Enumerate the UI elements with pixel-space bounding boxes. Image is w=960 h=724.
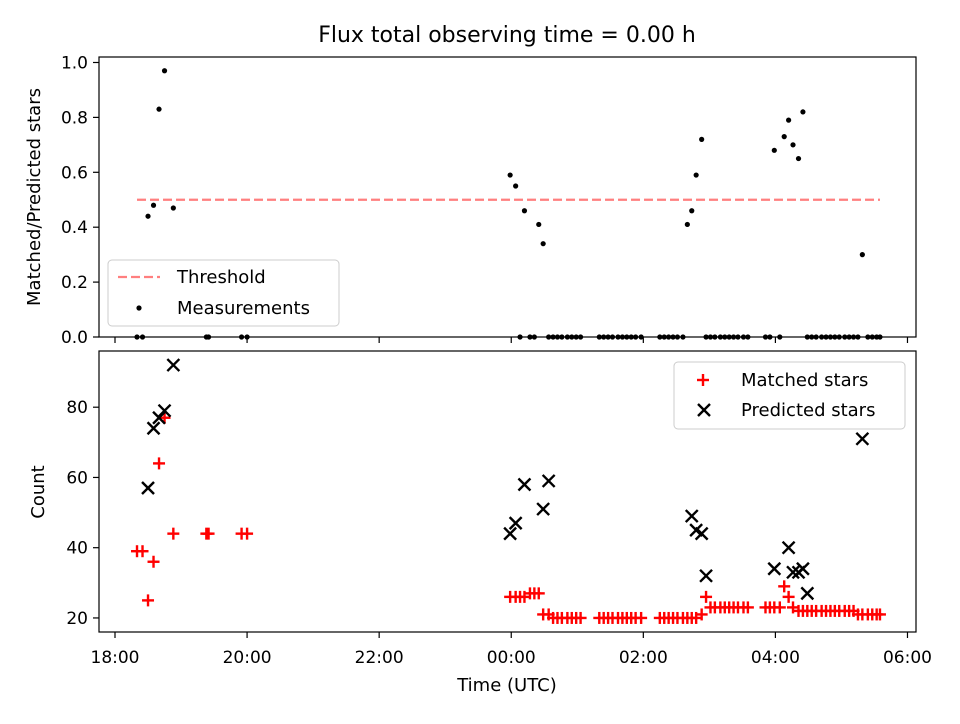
predicted-star-point bbox=[694, 526, 709, 541]
measurement-point bbox=[156, 106, 162, 112]
predicted-star-point bbox=[796, 561, 810, 576]
matched-star-point bbox=[574, 611, 587, 624]
bottom-y-tick-label: 20 bbox=[66, 609, 88, 629]
top-legend-frame bbox=[107, 259, 340, 327]
bottom-panel: 20 40 60 80 18:00 20:00 22:00 00:00 02:00 04:00 0… bbox=[28, 350, 932, 696]
measurement-point bbox=[795, 155, 802, 162]
top-legend-threshold-label: Threshold bbox=[176, 267, 266, 288]
measurement-point bbox=[693, 172, 699, 178]
bottom-x-tick-label: 04:00 bbox=[751, 648, 800, 668]
top-panel: 0.0 0.2 0.4 0.6 0.8 1.0 Matched/Predicted sta… bbox=[24, 53, 917, 348]
matched-star-point bbox=[153, 457, 166, 470]
matched-star-point bbox=[873, 608, 886, 621]
top-x-axis-ticks bbox=[114, 337, 909, 343]
bottom-legend-predicted-swatch bbox=[697, 403, 711, 417]
bottom-x-tick-label: 06:00 bbox=[883, 648, 932, 668]
measurement-point bbox=[521, 208, 528, 214]
matched-star-point bbox=[695, 608, 708, 621]
predicted-star-point bbox=[517, 477, 532, 492]
bottom-x-tick-label: 02:00 bbox=[619, 648, 668, 668]
measurement-point bbox=[170, 205, 176, 211]
chart-title: Flux total observing time = 0.00 h bbox=[318, 23, 696, 48]
measurement-point bbox=[800, 109, 806, 115]
bottom-legend-matched-swatch bbox=[697, 374, 709, 386]
top-y-axis-ticks: 0.0 0.2 0.4 0.6 0.8 1.0 bbox=[61, 53, 99, 348]
predicted-star-point bbox=[146, 421, 161, 436]
bottom-x-axis-ticks: 18:00 20:00 22:00 00:00 02:00 04:00 06:00 bbox=[91, 632, 932, 668]
measurement-point bbox=[781, 134, 787, 140]
bottom-legend: Matched stars Predicted stars bbox=[673, 361, 906, 430]
matched-star-point bbox=[136, 545, 149, 558]
bottom-legend-predicted-label: Predicted stars bbox=[741, 400, 875, 421]
bottom-legend-matched-label: Matched stars bbox=[741, 370, 868, 391]
measurement-point bbox=[684, 221, 690, 228]
measurement-point bbox=[150, 202, 157, 208]
measurement-point bbox=[689, 208, 695, 214]
measurement-point bbox=[145, 213, 151, 219]
measurement-point bbox=[161, 68, 168, 74]
measurement-point bbox=[771, 147, 777, 153]
predicted-star-point bbox=[141, 481, 155, 495]
measurement-point bbox=[507, 172, 513, 178]
matched-star-point bbox=[202, 527, 215, 540]
bottom-plot-area bbox=[131, 358, 886, 624]
top-y-axis-label: Matched/Predicted stars bbox=[24, 88, 45, 306]
bottom-legend-frame bbox=[673, 361, 906, 430]
top-legend-measurements-swatch bbox=[136, 305, 142, 311]
top-y-tick-label: 1.0 bbox=[61, 53, 88, 73]
measurement-point bbox=[790, 142, 796, 148]
top-y-tick-label: 0.2 bbox=[61, 273, 88, 293]
top-legend: Threshold Measurements bbox=[107, 259, 340, 327]
bottom-axes-frame bbox=[98, 350, 917, 633]
top-y-tick-label: 0.0 bbox=[61, 328, 88, 348]
measurement-point bbox=[859, 252, 865, 258]
matched-star-point bbox=[741, 601, 754, 614]
bottom-x-tick-label: 20:00 bbox=[223, 648, 272, 668]
measurement-point bbox=[699, 136, 705, 142]
bottom-y-tick-label: 40 bbox=[66, 539, 88, 559]
matched-star-point bbox=[167, 527, 180, 540]
bottom-y-axis-ticks: 20 40 60 80 bbox=[66, 398, 99, 629]
bottom-x-tick-label: 22:00 bbox=[355, 648, 404, 668]
bottom-x-tick-label: 18:00 bbox=[91, 648, 140, 668]
predicted-star-point bbox=[781, 540, 796, 555]
matched-star-point bbox=[773, 601, 786, 614]
predicted-star-point bbox=[157, 403, 172, 418]
top-y-tick-label: 0.4 bbox=[61, 218, 88, 238]
matched-star-point bbox=[700, 590, 713, 603]
measurement-point bbox=[540, 241, 546, 247]
bottom-y-tick-label: 60 bbox=[66, 468, 88, 488]
predicted-star-point bbox=[503, 526, 517, 541]
matched-star-point bbox=[241, 527, 254, 540]
top-y-tick-label: 0.6 bbox=[61, 163, 88, 183]
top-axes-frame bbox=[98, 56, 917, 338]
bottom-x-axis-label: Time (UTC) bbox=[456, 675, 557, 696]
matched-star-point bbox=[782, 590, 795, 603]
predicted-star-point bbox=[166, 358, 181, 372]
predicted-star-point bbox=[855, 431, 870, 446]
top-y-tick-label: 0.8 bbox=[61, 108, 88, 128]
measurement-point bbox=[536, 221, 542, 228]
predicted-star-point bbox=[684, 509, 699, 523]
matched-star-point bbox=[635, 611, 648, 624]
predicted-star-point bbox=[508, 516, 523, 530]
predicted-star-point bbox=[786, 565, 800, 580]
bottom-x-tick-label: 00:00 bbox=[487, 648, 536, 668]
matched-star-point bbox=[142, 594, 155, 607]
predicted-star-point bbox=[541, 474, 556, 488]
matched-star-point bbox=[778, 580, 791, 593]
predicted-star-point bbox=[536, 502, 551, 516]
bottom-y-tick-label: 80 bbox=[66, 398, 88, 418]
measurement-point bbox=[513, 183, 519, 189]
predicted-star-point bbox=[699, 568, 713, 583]
measurement-point bbox=[786, 117, 792, 123]
predicted-star-point bbox=[800, 586, 815, 601]
matched-star-point bbox=[147, 555, 160, 568]
predicted-star-point bbox=[767, 561, 782, 576]
matched-star-point bbox=[532, 587, 545, 600]
top-legend-measurements-label: Measurements bbox=[177, 298, 310, 319]
bottom-y-axis-label: Count bbox=[28, 465, 49, 518]
